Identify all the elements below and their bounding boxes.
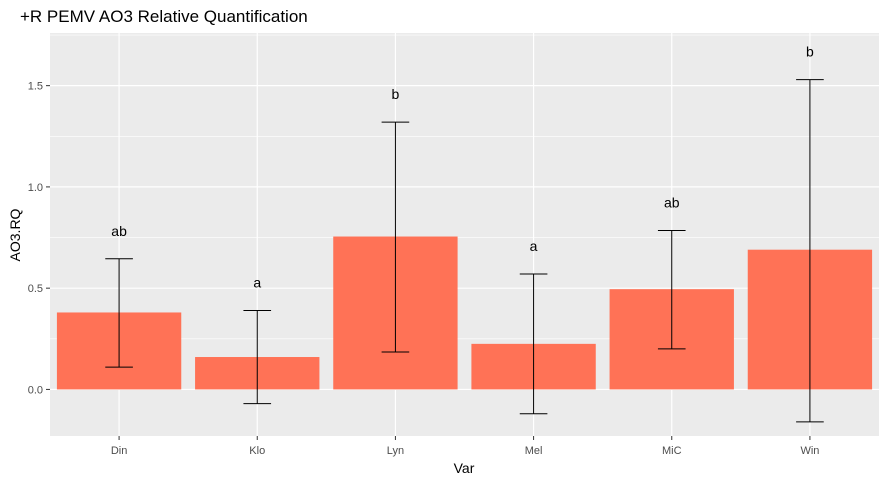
x-tick-label: Mel [525,445,543,457]
y-tick-label: 1.0 [28,182,43,194]
significance-label: ab [664,194,680,210]
x-tick-label: MiC [662,445,682,457]
y-axis-title: AO3.RQ [7,208,23,261]
chart-title: +R PEMV AO3 Relative Quantification [20,7,308,26]
y-tick-label: 0.5 [28,283,43,295]
x-tick-label: Win [800,445,819,457]
x-tick-label: Klo [249,445,265,457]
errorbar-din [105,258,133,368]
x-axis: Din Klo Lyn Mel MiC Win [111,436,819,457]
significance-label: b [392,86,400,102]
significance-label: b [806,44,814,60]
plot-panel [50,33,879,436]
y-axis: 0.0 0.5 1.0 1.5 [28,81,50,396]
significance-label: a [530,238,538,254]
y-tick-label: 0.0 [28,384,43,396]
significance-label: a [253,274,261,290]
errorbar-mic [657,229,686,350]
errorbar-mel [519,273,548,415]
error-bars [105,79,824,423]
errorbar-klo [243,309,272,405]
errorbar-win [796,79,824,423]
errorbar-lyn [381,121,410,353]
y-tick-label: 1.5 [28,81,43,93]
minor-gridlines [50,34,879,340]
x-axis-title: Var [454,460,475,476]
x-tick-label: Lyn [387,445,404,457]
significance-label: ab [111,223,127,239]
x-tick-label: Din [111,445,128,457]
